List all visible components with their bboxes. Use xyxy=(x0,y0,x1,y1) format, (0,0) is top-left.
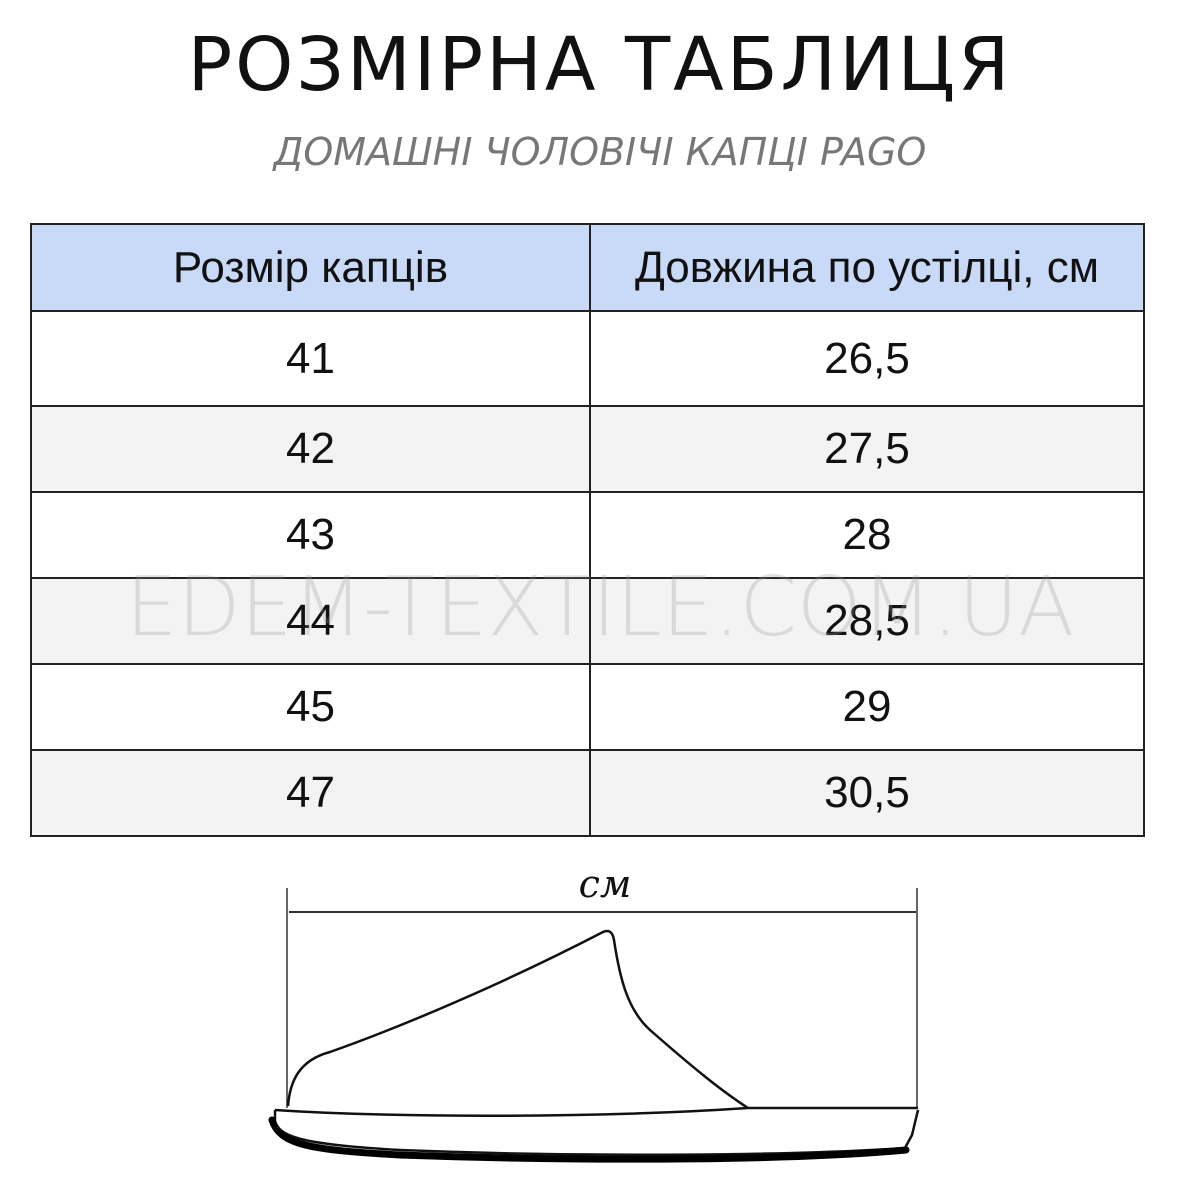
cell-length: 29 xyxy=(589,663,1145,751)
size-table: Розмір капців Довжина по устілці, см 41 … xyxy=(30,223,1145,837)
page-subtitle: ДОМАШНІ ЧОЛОВІЧІ КАПЦІ PAGO xyxy=(273,130,927,174)
slipper-diagram-icon xyxy=(268,888,920,1163)
header-size: Розмір капців xyxy=(30,223,591,312)
slipper-outsole xyxy=(268,1116,910,1163)
cell-size: 43 xyxy=(30,491,591,579)
slipper-sole xyxy=(273,1109,920,1157)
table-header-row: Розмір капців Довжина по устілці, см xyxy=(30,223,1145,312)
cell-size: 47 xyxy=(30,749,591,837)
page-title: РОЗМІРНА ТАБЛИЦЯ xyxy=(187,22,1013,108)
cell-length: 27,5 xyxy=(589,405,1145,493)
cell-length: 30,5 xyxy=(589,749,1145,837)
header-length: Довжина по устілці, см xyxy=(589,223,1145,312)
slipper-insole xyxy=(274,1106,918,1118)
cell-length: 26,5 xyxy=(589,310,1145,407)
table-row: 47 30,5 xyxy=(30,749,1145,837)
slipper-upper xyxy=(286,929,749,1110)
table-row: 45 29 xyxy=(30,663,1145,751)
cell-size: 44 xyxy=(30,577,591,665)
table-row: 44 28,5 xyxy=(30,577,1145,665)
cell-size: 41 xyxy=(30,310,591,407)
cell-size: 45 xyxy=(30,663,591,751)
table-row: 43 28 xyxy=(30,491,1145,579)
table-row: 42 27,5 xyxy=(30,405,1145,493)
unit-label: см xyxy=(578,862,632,906)
cell-length: 28,5 xyxy=(589,577,1145,665)
table-row: 41 26,5 xyxy=(30,310,1145,407)
cell-size: 42 xyxy=(30,405,591,493)
cell-length: 28 xyxy=(589,491,1145,579)
